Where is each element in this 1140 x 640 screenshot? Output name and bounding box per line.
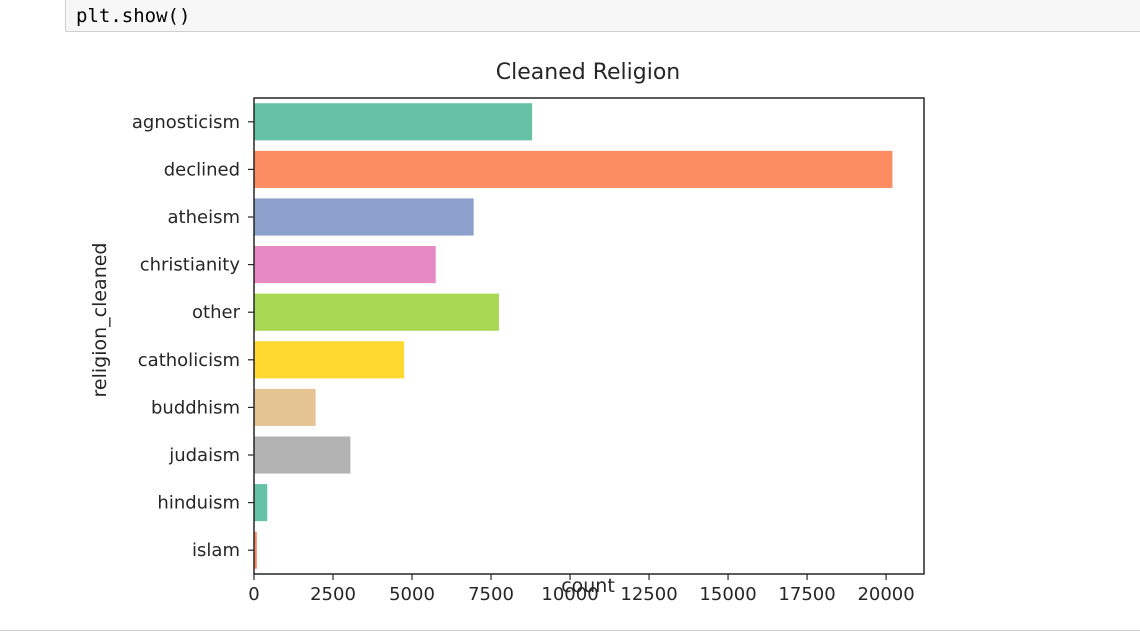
bar-chart: Cleaned Religion agnosticism declined athe… [89,60,925,605]
y-axis-label: religion_cleaned [89,243,111,398]
y-tick-label: catholicism [138,350,240,371]
y-tick-label: islam [192,540,240,561]
bar-islam [254,531,257,569]
bar-catholicism [254,341,405,379]
bar-declined [254,150,893,188]
bar-hinduism [254,484,268,522]
x-tick-label: 20000 [857,584,914,605]
x-axis-label: count [561,575,615,597]
y-tick-label: christianity [140,255,241,276]
cell-divider [0,630,1140,631]
y-tick-label: hinduism [157,493,240,514]
x-tick-label: 10000 [541,584,598,605]
y-tick-label: judaism [168,445,240,466]
x-tick-label: 17500 [778,584,835,605]
bar-buddhism [254,388,316,426]
x-tick-label: 7500 [468,584,514,605]
output-area: Cleaned Religion agnosticism declined athe… [0,40,1140,630]
bar-christianity [254,246,436,284]
x-ticks-group: 0 2500 5000 7500 10000 12500 15000 17500 20000 [248,574,915,605]
chart-title: Cleaned Religion [496,60,680,85]
x-tick-label: 5000 [389,584,435,605]
y-ticks-group: agnosticism declined atheism christianity ot… [132,112,254,561]
code-line[interactable]: plt.show() [76,5,191,27]
y-tick-label: other [192,302,241,323]
code-cell[interactable]: plt.show() [65,0,1140,32]
bars-group [254,103,893,569]
x-tick-label: 2500 [310,584,356,605]
plot-frame [253,97,925,575]
y-tick-label: agnosticism [132,112,240,133]
y-tick-label: declined [164,159,240,180]
y-tick-label: buddhism [151,397,240,418]
x-tick-label: 15000 [699,584,756,605]
y-tick-label: atheism [168,207,240,228]
bar-atheism [254,198,474,236]
bar-judaism [254,436,351,474]
x-tick-label: 0 [248,584,259,605]
x-tick-label: 12500 [620,584,677,605]
bar-other [254,293,499,331]
bar-agnosticism [254,103,533,141]
